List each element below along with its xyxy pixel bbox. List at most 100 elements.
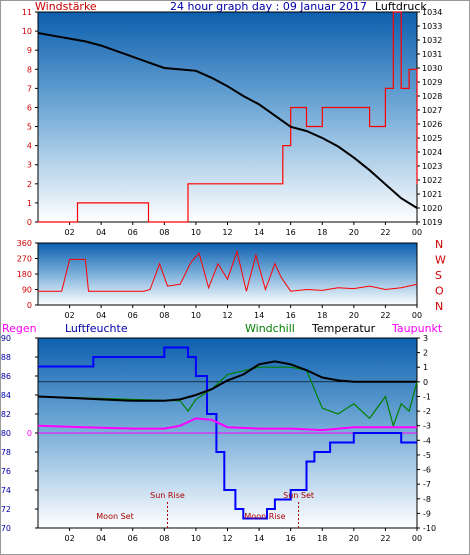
temp-right-tick-label: -8: [423, 495, 431, 504]
legend-regen: Regen: [2, 322, 37, 335]
y-right-tick-label: 1031: [422, 50, 442, 59]
temp-right-tick-label: -4: [423, 436, 431, 445]
x-tick-label: 10: [191, 311, 201, 320]
x-tick-label: 12: [222, 311, 232, 320]
y-right-tick-label: 1024: [422, 148, 442, 157]
hum-left-tick-label: 72: [1, 505, 11, 514]
temperature-series: [37, 360, 417, 402]
temp-right-tick-label: -9: [423, 509, 431, 518]
x-tick-label: 18: [317, 534, 327, 543]
legend-luftfeuchte: Luftfeuchte: [65, 322, 128, 335]
x-tick-label: 00: [412, 534, 422, 543]
y-right-tick-label: 1019: [422, 218, 442, 227]
hum-left-tick-label: 88: [1, 353, 11, 362]
dir-right-label: N: [435, 300, 443, 313]
x-tick-label: 04: [96, 534, 106, 543]
temp-right-tick-label: -2: [423, 407, 431, 416]
dir-left-tick-label: 90: [22, 286, 32, 295]
y-right-tick-label: 1028: [422, 92, 442, 101]
page-title: 24 hour graph day : 09 Januar 2017: [170, 0, 367, 13]
y-right-tick-label: 1032: [422, 36, 442, 45]
x-tick-label: 08: [159, 311, 169, 320]
y-right-tick-label: 1034: [422, 8, 442, 17]
dir-left-tick-label: 180: [17, 270, 32, 279]
humidity-series: [38, 346, 417, 520]
y-left-tick-label: 7: [27, 84, 32, 93]
x-tick-label: 02: [64, 228, 74, 237]
x-tick-label: 14: [254, 534, 264, 543]
header-left-label: Windstärke: [35, 0, 97, 13]
temp-right-tick-label: 2: [423, 349, 428, 358]
y-right-tick-label: 1029: [422, 78, 442, 87]
hum-left-tick-label: 78: [1, 448, 11, 457]
y-right-tick-label: 1026: [422, 120, 442, 129]
y-right-tick-label: 1022: [422, 176, 442, 185]
temp-right-tick-label: -5: [423, 451, 431, 460]
x-tick-label: 22: [380, 534, 390, 543]
x-tick-label: 06: [128, 534, 138, 543]
x-tick-label: 10: [191, 534, 201, 543]
x-tick-label: 22: [380, 228, 390, 237]
temp-right-tick-label: -1: [423, 392, 431, 401]
panel1-plot-area: [37, 11, 418, 223]
hum-left-tick-label: 82: [1, 410, 11, 419]
y-right-tick-label: 1020: [422, 204, 442, 213]
wind-direction-series: [38, 249, 418, 292]
temp-right-tick-label: 1: [423, 363, 428, 372]
y-right-tick-label: 1025: [422, 134, 442, 143]
x-tick-label: 06: [128, 311, 138, 320]
y-left-tick-label: 10: [22, 27, 32, 36]
hum-left-tick-label: 90: [1, 334, 11, 343]
moon-rise-label: Moon Rise: [244, 512, 285, 521]
x-tick-label: 16: [286, 534, 296, 543]
x-tick-label: 22: [380, 311, 390, 320]
x-tick-label: 02: [64, 311, 74, 320]
temp-right-tick-label: -10: [423, 524, 436, 533]
y-left-tick-label: 1: [27, 199, 32, 208]
dir-left-tick-label: 270: [17, 255, 32, 264]
y-left-tick-label: 8: [27, 65, 32, 74]
x-tick-label: 10: [191, 228, 201, 237]
dir-left-tick-label: 0: [27, 301, 32, 310]
hum-left-tick-label: 70: [1, 524, 11, 533]
legend-windchill: Windchill: [245, 322, 295, 335]
dir-right-label: O: [435, 285, 444, 298]
x-tick-label: 12: [222, 534, 232, 543]
x-tick-label: 08: [159, 534, 169, 543]
y-left-tick-label: 0: [27, 218, 32, 227]
y-right-tick-label: 1033: [422, 22, 442, 31]
y-left-tick-label: 2: [27, 180, 32, 189]
x-tick-label: 20: [349, 311, 359, 320]
x-tick-label: 18: [317, 228, 327, 237]
hum-left-tick-label: 84: [1, 391, 11, 400]
x-tick-label: 04: [96, 228, 106, 237]
y-left-tick-label: 3: [27, 161, 32, 170]
hum-left-tick-label: 86: [1, 372, 11, 381]
y-left-tick-label: 6: [27, 103, 32, 112]
dir-right-label: N: [435, 238, 443, 251]
x-tick-label: 06: [128, 228, 138, 237]
sun-rise-label: Sun Rise: [150, 491, 185, 500]
dir-right-label: W: [435, 254, 446, 267]
header-right-label: Luftdruck: [375, 0, 427, 13]
temp-right-tick-label: 0: [423, 378, 428, 387]
y-right-tick-label: 1030: [422, 64, 442, 73]
x-tick-label: 20: [349, 534, 359, 543]
windchill-series: [37, 366, 418, 428]
pressure-series: [37, 32, 418, 209]
x-tick-label: 14: [254, 228, 264, 237]
temp-right-tick-label: -6: [423, 466, 431, 475]
hum-left-tick-label: 80: [1, 429, 11, 438]
dir-left-tick-label: 360: [17, 239, 32, 248]
hum-left-tick-label: 76: [1, 467, 11, 476]
panel2-plot-area: [37, 242, 418, 306]
y-right-tick-label: 1027: [422, 106, 442, 115]
temp-right-tick-label: -7: [423, 480, 431, 489]
x-tick-label: 18: [317, 311, 327, 320]
legend-taupunkt: Taupunkt: [391, 322, 443, 335]
marks-group: [37, 11, 418, 520]
x-tick-label: 16: [286, 228, 296, 237]
x-tick-label: 00: [412, 311, 422, 320]
x-tick-label: 20: [349, 228, 359, 237]
